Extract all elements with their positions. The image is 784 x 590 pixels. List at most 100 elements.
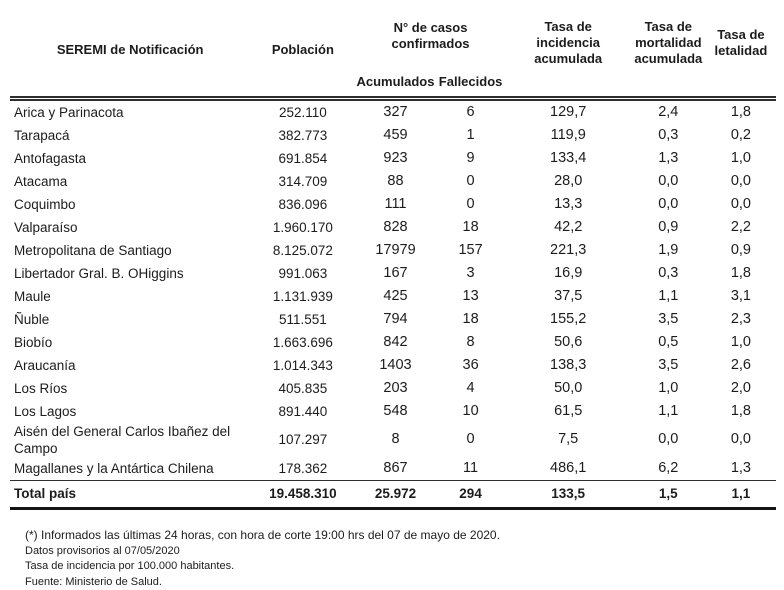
lethality-rate-cell: 0,0 (706, 423, 776, 457)
table-row: Tarapacá 382.773 459 1 119,9 0,3 0,2 (10, 124, 776, 147)
deceased-cell: 0 (436, 170, 506, 193)
region-name-cell: Antofagasta (10, 147, 250, 170)
region-name-cell: Los Lagos (10, 400, 250, 423)
deceased-cell: 157 (436, 239, 506, 262)
mortality-rate-cell: 3,5 (631, 308, 706, 331)
incidence-rate-cell: 50,6 (506, 331, 631, 354)
region-name-cell: Coquimbo (10, 193, 250, 216)
deceased-cell: 18 (436, 216, 506, 239)
population-cell: 991.063 (250, 262, 355, 285)
lethality-rate-cell: 1,0 (706, 147, 776, 170)
lethality-rate-cell: 1,3 (706, 457, 776, 481)
accumulated-cases-cell: 111 (355, 193, 435, 216)
table-body: Arica y Parinacota 252.110 327 6 129,7 2… (10, 98, 776, 508)
incidence-rate-cell: 7,5 (506, 423, 631, 457)
total-deceased-cell: 294 (436, 480, 506, 508)
population-cell: 1.131.939 (250, 285, 355, 308)
column-header-lethality-rate-label: Tasa de letalidad (713, 27, 769, 59)
table-row: Los Ríos 405.835 203 4 50,0 1,0 2,0 (10, 377, 776, 400)
column-header-confirmed-cases-label: N° de casos confirmados (389, 20, 473, 52)
table-row: Aisén del General Carlos Ibañez del Camp… (10, 423, 776, 457)
incidence-rate-cell: 155,2 (506, 308, 631, 331)
column-header-population: Población (250, 4, 355, 98)
population-cell: 405.835 (250, 377, 355, 400)
table-row: Metropolitana de Santiago 8.125.072 1797… (10, 239, 776, 262)
deceased-cell: 36 (436, 354, 506, 377)
table-row: Coquimbo 836.096 111 0 13,3 0,0 0,0 (10, 193, 776, 216)
deceased-cell: 6 (436, 98, 506, 124)
table-total-row: Total país 19.458.310 25.972 294 133,5 1… (10, 480, 776, 508)
table-row: Libertador Gral. B. OHiggins 991.063 167… (10, 262, 776, 285)
table-row: Arica y Parinacota 252.110 327 6 129,7 2… (10, 98, 776, 124)
lethality-rate-cell: 0,2 (706, 124, 776, 147)
accumulated-cases-cell: 1403 (355, 354, 435, 377)
total-mortality-rate-cell: 1,5 (631, 480, 706, 508)
lethality-rate-cell: 2,2 (706, 216, 776, 239)
accumulated-cases-cell: 203 (355, 377, 435, 400)
column-subheader-accumulated-label: Acumulados (355, 74, 435, 90)
population-cell: 107.297 (250, 423, 355, 457)
column-header-population-label: Población (250, 42, 355, 58)
column-header-region: SEREMI de Notificación (10, 4, 250, 98)
mortality-rate-cell: 0,0 (631, 170, 706, 193)
mortality-rate-cell: 1,1 (631, 400, 706, 423)
mortality-rate-cell: 0,5 (631, 331, 706, 354)
incidence-rate-cell: 28,0 (506, 170, 631, 193)
table-row: Maule 1.131.939 425 13 37,5 1,1 3,1 (10, 285, 776, 308)
accumulated-cases-cell: 923 (355, 147, 435, 170)
total-population-cell: 19.458.310 (250, 480, 355, 508)
table-row: Los Lagos 891.440 548 10 61,5 1,1 1,8 (10, 400, 776, 423)
incidence-rate-cell: 138,3 (506, 354, 631, 377)
incidence-rate-cell: 221,3 (506, 239, 631, 262)
incidence-rate-cell: 133,4 (506, 147, 631, 170)
deceased-cell: 10 (436, 400, 506, 423)
population-cell: 178.362 (250, 457, 355, 481)
incidence-rate-cell: 119,9 (506, 124, 631, 147)
region-name-cell: Libertador Gral. B. OHiggins (10, 262, 250, 285)
deceased-cell: 18 (436, 308, 506, 331)
incidence-rate-cell: 13,3 (506, 193, 631, 216)
accumulated-cases-cell: 794 (355, 308, 435, 331)
incidence-rate-cell: 37,5 (506, 285, 631, 308)
deceased-cell: 13 (436, 285, 506, 308)
lethality-rate-cell: 1,8 (706, 98, 776, 124)
total-lethality-rate-cell: 1,1 (706, 480, 776, 508)
mortality-rate-cell: 1,3 (631, 147, 706, 170)
population-cell: 1.014.343 (250, 354, 355, 377)
column-header-mortality-rate: Tasa de mortalidad acumulada (631, 4, 706, 98)
incidence-rate-cell: 50,0 (506, 377, 631, 400)
lethality-rate-cell: 1,0 (706, 331, 776, 354)
deceased-cell: 11 (436, 457, 506, 481)
region-name-cell: Maule (10, 285, 250, 308)
lethality-rate-cell: 0,0 (706, 170, 776, 193)
region-name-cell: Magallanes y la Antártica Chilena (10, 457, 250, 481)
column-subheader-accumulated: Acumulados (355, 68, 435, 98)
lethality-rate-cell: 2,0 (706, 377, 776, 400)
footnotes: (*) Informados las últimas 24 horas, con… (25, 527, 784, 590)
table-row: Atacama 314.709 88 0 28,0 0,0 0,0 (10, 170, 776, 193)
lethality-rate-cell: 0,9 (706, 239, 776, 262)
accumulated-cases-cell: 425 (355, 285, 435, 308)
accumulated-cases-cell: 548 (355, 400, 435, 423)
total-label-cell: Total país (10, 480, 250, 508)
accumulated-cases-cell: 17979 (355, 239, 435, 262)
region-name-cell: Metropolitana de Santiago (10, 239, 250, 262)
table-row: Araucanía 1.014.343 1403 36 138,3 3,5 2,… (10, 354, 776, 377)
region-name-cell: Valparaíso (10, 216, 250, 239)
region-name-cell: Arica y Parinacota (10, 98, 250, 124)
population-cell: 511.551 (250, 308, 355, 331)
lethality-rate-cell: 0,0 (706, 193, 776, 216)
table-row: Biobío 1.663.696 842 8 50,6 0,5 1,0 (10, 331, 776, 354)
mortality-rate-cell: 0,0 (631, 423, 706, 457)
table-row: Valparaíso 1.960.170 828 18 42,2 0,9 2,2 (10, 216, 776, 239)
table-row: Magallanes y la Antártica Chilena 178.36… (10, 457, 776, 481)
accumulated-cases-cell: 459 (355, 124, 435, 147)
column-subheader-deceased-label: Fallecidos (436, 74, 506, 90)
region-name-cell: Los Ríos (10, 377, 250, 400)
column-header-incidence-rate-label: Tasa de incidencia acumulada (532, 19, 604, 67)
lethality-rate-cell: 2,6 (706, 354, 776, 377)
mortality-rate-cell: 0,9 (631, 216, 706, 239)
lethality-rate-cell: 3,1 (706, 285, 776, 308)
region-name-cell: Araucanía (10, 354, 250, 377)
